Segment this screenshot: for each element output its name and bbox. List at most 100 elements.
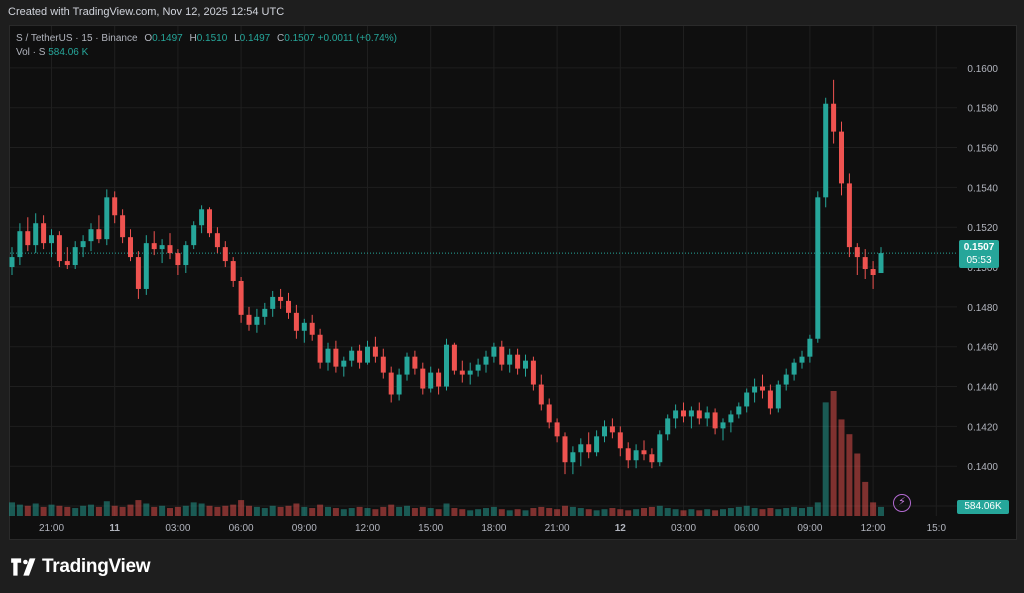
candle[interactable] <box>112 191 118 224</box>
candle[interactable] <box>214 227 220 254</box>
candle[interactable] <box>262 302 268 325</box>
candle[interactable] <box>357 344 363 369</box>
candle[interactable] <box>499 340 505 371</box>
candle[interactable] <box>823 97 829 208</box>
candle[interactable] <box>515 348 521 375</box>
candle[interactable] <box>775 380 781 413</box>
candle[interactable] <box>199 205 205 234</box>
candle[interactable] <box>175 249 181 276</box>
candle[interactable] <box>380 348 386 379</box>
symbol-label[interactable]: S / TetherUS · 15 · Binance <box>16 33 138 44</box>
candle[interactable] <box>491 342 497 363</box>
candle[interactable] <box>388 366 394 403</box>
candle[interactable] <box>870 261 876 289</box>
candle[interactable] <box>554 418 560 443</box>
candle[interactable] <box>230 257 236 287</box>
candle[interactable] <box>696 402 702 425</box>
candle[interactable] <box>56 231 62 268</box>
candle[interactable] <box>570 446 576 475</box>
candle[interactable] <box>459 360 465 383</box>
candle[interactable] <box>760 374 765 399</box>
candle[interactable] <box>238 277 244 323</box>
candle[interactable] <box>80 235 86 258</box>
candle[interactable] <box>412 350 418 375</box>
lightning-icon[interactable]: ⚡ <box>893 494 911 512</box>
candle[interactable] <box>586 432 592 459</box>
candle[interactable] <box>183 241 189 274</box>
candle[interactable] <box>41 215 47 250</box>
candle[interactable] <box>665 414 671 441</box>
candle[interactable] <box>325 342 331 371</box>
candle[interactable] <box>72 241 78 270</box>
candle[interactable] <box>404 352 410 381</box>
candle[interactable] <box>657 430 663 467</box>
candle[interactable] <box>254 308 260 333</box>
candle[interactable] <box>120 209 126 244</box>
candle[interactable] <box>333 340 339 373</box>
candle[interactable] <box>799 350 805 369</box>
candle[interactable] <box>365 340 370 365</box>
candle[interactable] <box>222 241 228 268</box>
candle[interactable] <box>633 444 639 469</box>
candle[interactable] <box>483 350 489 373</box>
candle[interactable] <box>96 215 102 244</box>
candle[interactable] <box>159 239 165 264</box>
candle[interactable] <box>104 189 110 246</box>
candle[interactable] <box>444 338 449 391</box>
candle[interactable] <box>617 426 623 457</box>
candle[interactable] <box>317 328 323 369</box>
candle[interactable] <box>167 233 173 260</box>
candle[interactable] <box>341 356 347 377</box>
candle[interactable] <box>278 288 284 309</box>
candle[interactable] <box>372 336 378 363</box>
candle[interactable] <box>128 229 133 262</box>
candle[interactable] <box>301 318 307 343</box>
candle[interactable] <box>712 408 718 435</box>
candle[interactable] <box>878 247 884 274</box>
candle[interactable] <box>64 247 70 270</box>
candle[interactable] <box>143 235 149 295</box>
candle[interactable] <box>602 420 607 443</box>
candle[interactable] <box>728 410 734 433</box>
candle[interactable] <box>49 229 54 258</box>
candle[interactable] <box>475 358 481 377</box>
candle[interactable] <box>791 358 797 381</box>
candle[interactable] <box>207 207 212 238</box>
candle[interactable] <box>428 366 434 393</box>
candle[interactable] <box>420 362 426 395</box>
candle[interactable] <box>688 406 694 429</box>
candle[interactable] <box>88 223 94 252</box>
candle[interactable] <box>594 430 600 457</box>
candle[interactable] <box>649 448 655 469</box>
candle[interactable] <box>451 342 457 375</box>
candle[interactable] <box>270 290 276 317</box>
candle[interactable] <box>17 223 23 266</box>
candle[interactable] <box>831 79 837 144</box>
candle[interactable] <box>854 243 860 276</box>
candle[interactable] <box>839 121 844 196</box>
candle[interactable] <box>846 173 852 258</box>
candle[interactable] <box>767 384 773 415</box>
candle[interactable] <box>625 442 631 469</box>
candle[interactable] <box>246 306 252 331</box>
candle[interactable] <box>135 251 141 299</box>
candle[interactable] <box>9 247 15 276</box>
candle[interactable] <box>736 402 742 419</box>
candle[interactable] <box>807 334 813 363</box>
candle[interactable] <box>815 191 821 343</box>
candle[interactable] <box>862 249 868 279</box>
candle[interactable] <box>609 418 615 439</box>
candle[interactable] <box>396 368 402 401</box>
candle[interactable] <box>673 404 679 429</box>
candle[interactable] <box>744 388 750 413</box>
candle[interactable] <box>286 292 291 319</box>
candle[interactable] <box>523 354 528 377</box>
candle[interactable] <box>151 231 157 256</box>
candle[interactable] <box>578 438 584 467</box>
candle[interactable] <box>641 440 647 461</box>
candle[interactable] <box>530 356 536 391</box>
candle[interactable] <box>293 304 299 339</box>
candle[interactable] <box>33 213 39 254</box>
candle[interactable] <box>704 406 710 427</box>
